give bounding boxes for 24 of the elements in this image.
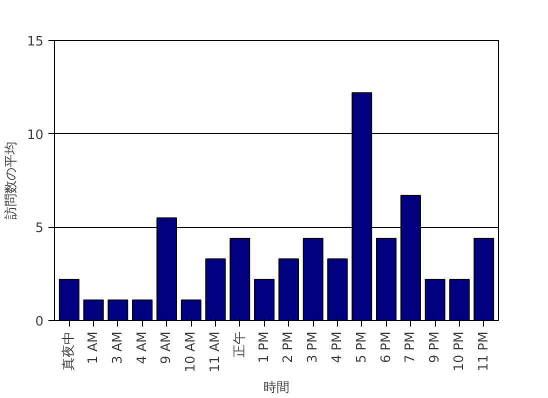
x-tick-label: 3 PM (306, 331, 321, 363)
x-tick-label: 1 PM (256, 331, 272, 363)
x-tick-label: 7 PM (403, 331, 418, 363)
x-tick-label: 真夜中 (60, 332, 77, 370)
y-tick-label: 10 (26, 128, 44, 143)
x-tick-label: 1 AM (86, 331, 102, 364)
y-tick-label: 0 (35, 314, 44, 330)
x-tick-label: 正午 (232, 332, 248, 358)
x-tick-label: 2 PM (281, 331, 296, 363)
x-tick-label: 6 PM (378, 331, 394, 363)
x-tick-label: 10 AM (184, 331, 199, 372)
x-tick-label: 9 AM (159, 331, 174, 364)
x-tick-label: 11 PM (476, 331, 492, 372)
x-tick-label: 9 PM (428, 331, 443, 363)
x-axis-title: 時間 (264, 380, 290, 396)
y-axis-title: 訪問数の平均 (4, 142, 19, 220)
x-tick-label: 4 AM (134, 331, 150, 364)
y-tick-label: 15 (26, 34, 44, 50)
x-tick-label: 11 AM (208, 331, 224, 372)
x-tick-label: 3 AM (110, 331, 126, 364)
x-tick-label: 4 PM (330, 331, 345, 363)
x-tick-label: 10 PM (452, 331, 467, 372)
y-tick-label: 5 (35, 221, 44, 236)
x-tick-label: 5 PM (354, 331, 370, 363)
